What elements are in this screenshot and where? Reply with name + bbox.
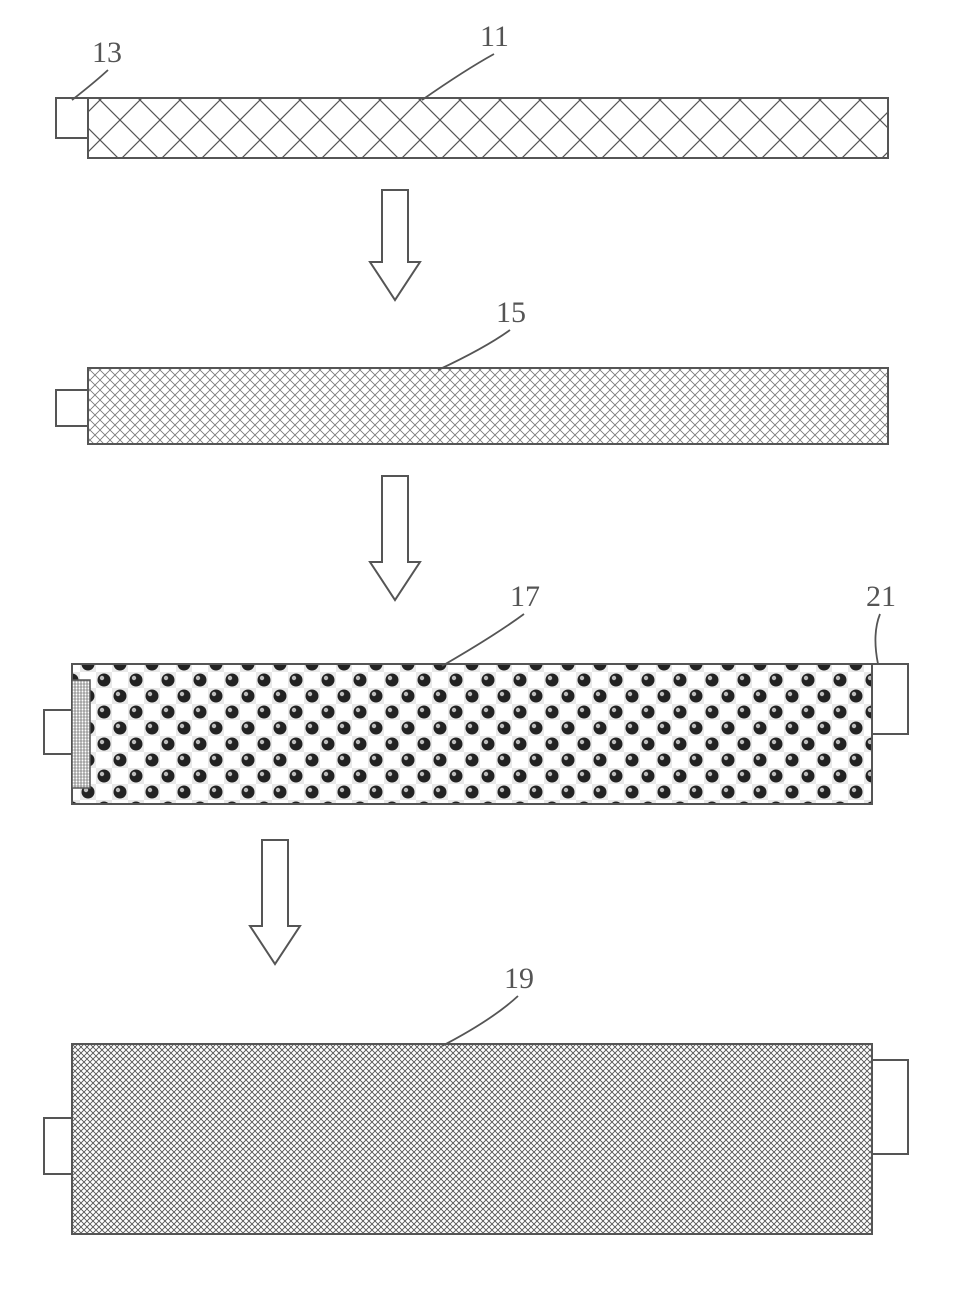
- label-21: 21: [866, 580, 896, 614]
- label-17: 17: [510, 580, 540, 614]
- label-19: 19: [504, 962, 534, 996]
- layer-1-rect: [88, 98, 888, 158]
- layer-1: [56, 98, 888, 158]
- layer-2: [56, 368, 888, 444]
- leaders: [72, 54, 880, 1046]
- leader-11: [422, 54, 494, 100]
- layer-2-rect: [88, 368, 888, 444]
- layer-3-rect: [72, 664, 872, 804]
- arrow-3: [250, 840, 300, 964]
- leader-21: [875, 614, 880, 664]
- label-11: 11: [480, 20, 509, 54]
- separator-strip: [72, 680, 90, 788]
- arrow-1: [370, 190, 420, 300]
- arrow-2: [370, 476, 420, 600]
- layer-3: [44, 664, 908, 804]
- label-15: 15: [496, 296, 526, 330]
- leader-15: [438, 330, 510, 370]
- leader-17: [442, 614, 524, 666]
- label-13: 13: [92, 36, 122, 70]
- layer-4: [44, 1044, 908, 1234]
- leader-13: [72, 70, 108, 100]
- layer-4-rect: [72, 1044, 872, 1234]
- leader-19: [442, 996, 518, 1046]
